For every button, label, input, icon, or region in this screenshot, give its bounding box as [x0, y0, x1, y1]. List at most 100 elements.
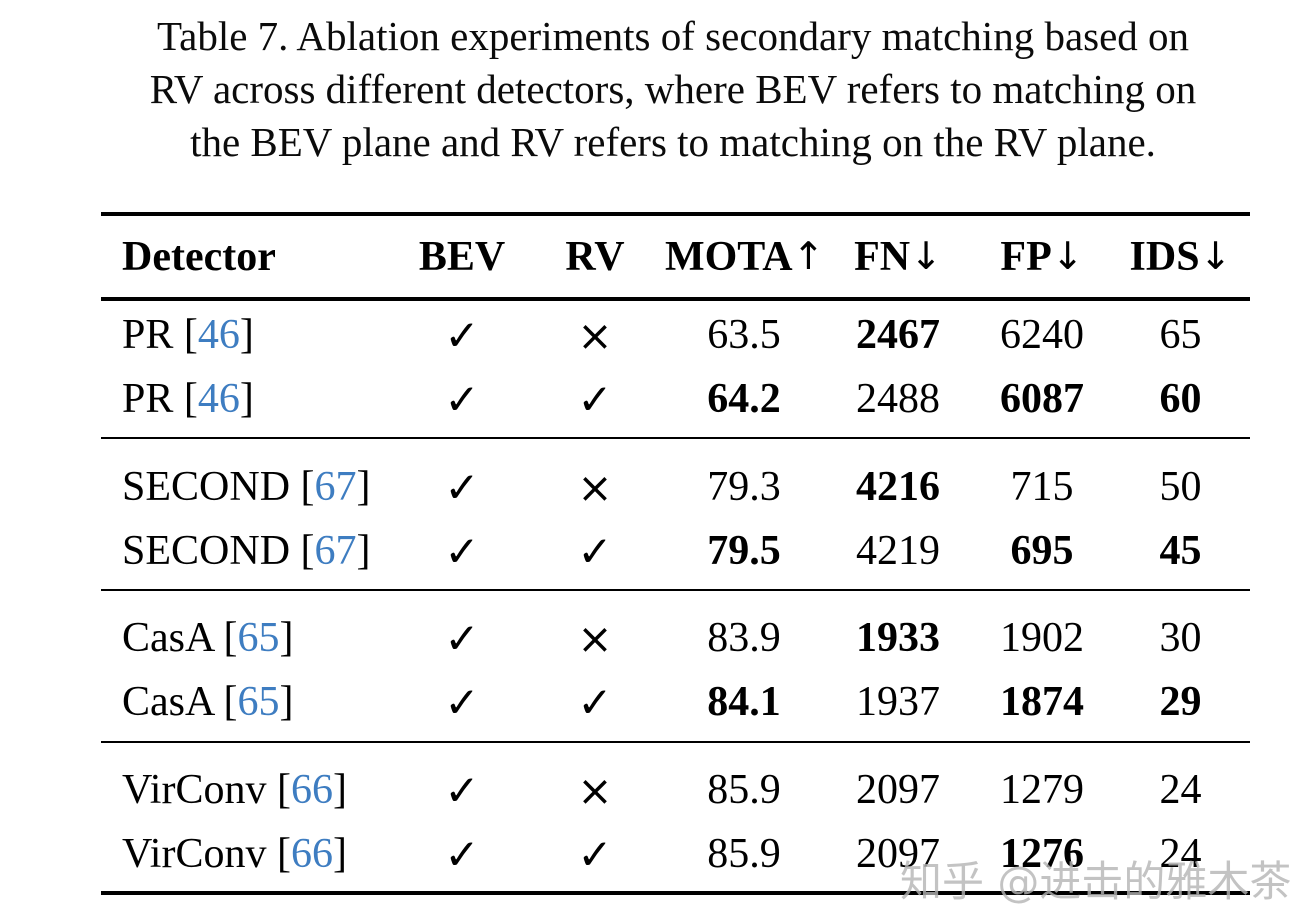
citation-bracket: ] [356, 464, 371, 510]
col-header-label: RV [565, 233, 625, 280]
detector-name: VirConv [ [122, 767, 291, 813]
table-row: SECOND [67] ✓ ✓ 79.5 4219 695 45 [101, 519, 1250, 583]
group-separator-rule [101, 741, 1250, 743]
fn-value: 2097 [856, 767, 940, 813]
citation-bracket: ] [279, 615, 294, 661]
citation-bracket: ] [239, 376, 254, 422]
fp-value: 1874 [1000, 679, 1084, 725]
citation-link[interactable]: 46 [197, 312, 240, 358]
mota-value: 63.5 [707, 312, 781, 358]
bev-mark-check-icon: ✓ [444, 462, 480, 512]
fn-value: 4216 [856, 464, 940, 510]
col-header-label: FP [1000, 233, 1052, 280]
detector-name: PR [ [122, 312, 198, 358]
fn-value: 2488 [856, 376, 940, 422]
fn-value: 4219 [856, 528, 940, 574]
table-top-rule [101, 212, 1250, 216]
col-header-label: IDS [1129, 233, 1200, 280]
rv-mark-cross-icon: × [577, 462, 613, 512]
detector-cell: VirConv [66] [101, 830, 399, 878]
up-arrow-icon: ↑ [792, 233, 825, 278]
citation-bracket: ] [332, 767, 347, 813]
rv-mark-cross-icon: × [577, 613, 613, 663]
detector-name: CasA [ [122, 615, 238, 661]
bev-mark-check-icon: ✓ [444, 613, 480, 663]
ablation-table: Detector BEV RV MOTA↑ FN↓ FP↓ IDS↓ PR [4… [101, 212, 1250, 895]
bev-mark-check-icon: ✓ [444, 310, 480, 360]
citation-link[interactable]: 65 [237, 679, 280, 725]
ids-value: 50 [1159, 464, 1202, 510]
col-header-bev: BEV [399, 233, 525, 281]
detector-cell: PR [46] [101, 311, 399, 359]
mota-value: 79.3 [707, 464, 781, 510]
col-header-label: BEV [418, 233, 506, 280]
bev-mark-check-icon: ✓ [444, 677, 480, 727]
citation-link[interactable]: 66 [290, 831, 333, 877]
table-group: CasA [65] ✓ × 83.9 1933 1902 30 CasA [65] ✓ ✓ 84.1… [101, 591, 1250, 741]
table-row: PR [46] ✓ ✓ 64.2 2488 6087 60 [101, 367, 1250, 431]
ids-value: 30 [1159, 615, 1202, 661]
down-arrow-icon: ↓ [910, 233, 942, 278]
citation-link[interactable]: 46 [197, 376, 240, 422]
col-header-fn: FN↓ [823, 233, 973, 281]
detector-cell: CasA [65] [101, 678, 399, 726]
mota-value: 83.9 [707, 615, 781, 661]
col-header-fp: FP↓ [973, 233, 1111, 281]
detector-name: VirConv [ [122, 831, 291, 877]
fp-value: 1279 [1000, 767, 1084, 813]
detector-cell: CasA [65] [101, 614, 399, 662]
mota-value: 85.9 [707, 767, 781, 813]
fp-value: 1276 [1000, 831, 1084, 877]
table-header-rule [101, 297, 1250, 301]
citation-link[interactable]: 65 [237, 615, 280, 661]
ids-value: 60 [1159, 376, 1202, 422]
mota-value: 64.2 [707, 376, 781, 422]
down-arrow-icon: ↓ [1199, 233, 1232, 278]
fp-value: 715 [1010, 464, 1074, 510]
detector-cell: SECOND [67] [101, 463, 399, 511]
bev-mark-check-icon: ✓ [444, 765, 480, 815]
rv-mark-cross-icon: × [577, 765, 613, 815]
fp-value: 6240 [1000, 312, 1084, 358]
group-separator-rule [101, 589, 1250, 591]
citation-bracket: ] [332, 831, 347, 877]
ids-value: 29 [1159, 679, 1202, 725]
rv-mark-check-icon: ✓ [577, 374, 613, 424]
citation-bracket: ] [279, 679, 294, 725]
citation-bracket: ] [356, 528, 371, 574]
caption-line-1: Table 7. Ablation experiments of seconda… [156, 13, 1190, 59]
fn-value: 1933 [856, 615, 940, 661]
detector-name: SECOND [ [122, 464, 315, 510]
table-group: VirConv [66] ✓ × 85.9 2097 1279 24 VirConv [66]… [101, 743, 1250, 891]
table-caption: Table 7. Ablation experiments of seconda… [33, 10, 1312, 169]
detector-name: PR [ [122, 376, 198, 422]
fp-value: 695 [1010, 528, 1074, 574]
citation-link[interactable]: 66 [290, 767, 333, 813]
ids-value: 24 [1159, 831, 1202, 877]
table-group: SECOND [67] ✓ × 79.3 4216 715 50 SECOND [67] ✓ ✓ 7… [101, 439, 1250, 589]
rv-mark-cross-icon: × [577, 310, 613, 360]
fn-value: 2467 [856, 312, 940, 358]
col-header-rv: RV [525, 233, 665, 281]
col-header-detector: Detector [101, 233, 399, 281]
col-header-mota: MOTA↑ [665, 233, 825, 281]
rv-mark-check-icon: ✓ [577, 677, 613, 727]
mota-value: 79.5 [707, 528, 781, 574]
fn-value: 1937 [856, 679, 940, 725]
citation-link[interactable]: 67 [314, 528, 357, 574]
citation-link[interactable]: 67 [314, 464, 357, 510]
detector-cell: SECOND [67] [101, 527, 399, 575]
fn-value: 2097 [856, 831, 940, 877]
table-row: VirConv [66] ✓ × 85.9 2097 1279 24 [101, 758, 1250, 822]
table-row: VirConv [66] ✓ ✓ 85.9 2097 1276 24 [101, 822, 1250, 886]
table-bottom-rule [101, 891, 1250, 895]
detector-name: SECOND [ [122, 528, 315, 574]
ids-value: 45 [1159, 528, 1202, 574]
mota-value: 85.9 [707, 831, 781, 877]
col-header-label: MOTA [665, 233, 793, 280]
table-group: PR [46] ✓ × 63.5 2467 6240 65 PR [46] ✓ ✓ 64.2 2488… [101, 301, 1250, 437]
table-row: PR [46] ✓ × 63.5 2467 6240 65 [101, 303, 1250, 367]
detector-cell: VirConv [66] [101, 766, 399, 814]
table-header-row: Detector BEV RV MOTA↑ FN↓ FP↓ IDS↓ [101, 216, 1250, 297]
group-separator-rule [101, 437, 1250, 439]
